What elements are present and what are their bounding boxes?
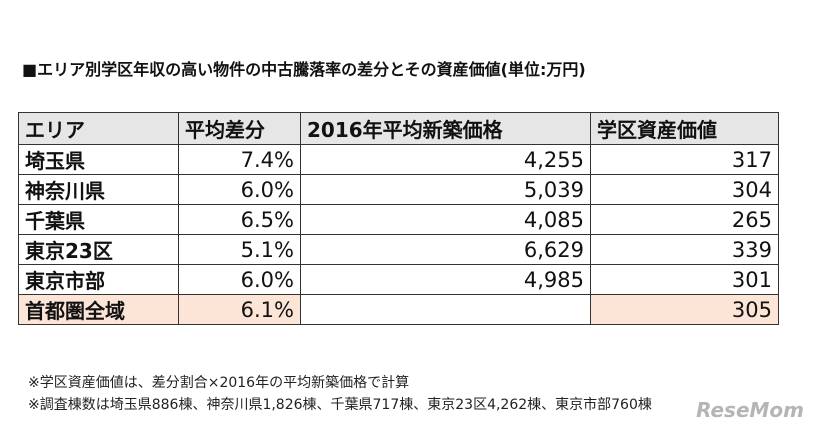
table-row: 埼玉県 7.4% 4,255 317 [18,144,779,175]
header-cell: 学区資産価値 [590,112,779,145]
watermark: ReseMom [696,398,804,422]
header-cell: 平均差分 [178,112,301,145]
table-cell: 305 [590,294,779,325]
header-row: エリア 平均差分 2016年平均新築価格 学区資産価値 [18,112,779,145]
table-cell: 東京23区 [18,234,179,265]
table-cell: 5,039 [300,174,591,205]
table-cell: 6.5% [178,204,301,235]
table-row: 首都圏全域 6.1% 305 [18,294,779,325]
table-cell [300,294,591,325]
note: ※学区資産価値は、差分割合×2016年の平均新築価格で計算 [28,375,410,391]
table-cell: 6.1% [178,294,301,325]
note: ※調査棟数は埼玉県886棟、神奈川県1,826棟、千葉県717棟、東京23区4,… [28,397,652,413]
table-cell: 304 [590,174,779,205]
table-cell: 東京市部 [18,264,179,295]
table-cell: 301 [590,264,779,295]
table-cell: 4,085 [300,204,591,235]
notes: ※学区資産価値は、差分割合×2016年の平均新築価格で計算 ※調査棟数は埼玉県8… [28,372,652,416]
table-cell: 7.4% [178,144,301,175]
table-cell: 4,985 [300,264,591,295]
table-row: 千葉県 6.5% 4,085 265 [18,204,779,235]
table-cell: 首都圏全域 [18,294,179,325]
table-cell: 317 [590,144,779,175]
table-cell: 6.0% [178,174,301,205]
table-cell: 埼玉県 [18,144,179,175]
header-cell: 2016年平均新築価格 [300,112,591,145]
table-row: 東京23区 5.1% 6,629 339 [18,234,779,265]
table-cell: 339 [590,234,779,265]
table-body: 埼玉県 7.4% 4,255 317 神奈川県 6.0% 5,039 304 千葉県 6.5% 4,… [18,144,779,325]
table-cell: 6.0% [178,264,301,295]
table-cell: 6,629 [300,234,591,265]
table-cell: 千葉県 [18,204,179,235]
data-table: エリア 平均差分 2016年平均新築価格 学区資産価値 埼玉県 7.4% 4,255 317… [18,112,779,325]
table-cell: 4,255 [300,144,591,175]
table-cell: 神奈川県 [18,174,179,205]
header-cell: エリア [18,112,179,145]
table-cell: 265 [590,204,779,235]
table-cell: 5.1% [178,234,301,265]
table-row: 東京市部 6.0% 4,985 301 [18,264,779,295]
table-row: 神奈川県 6.0% 5,039 304 [18,174,779,205]
title: ■エリア別学区年収の高い物件の中古騰落率の差分とその資産価値(単位:万円) [22,60,586,79]
